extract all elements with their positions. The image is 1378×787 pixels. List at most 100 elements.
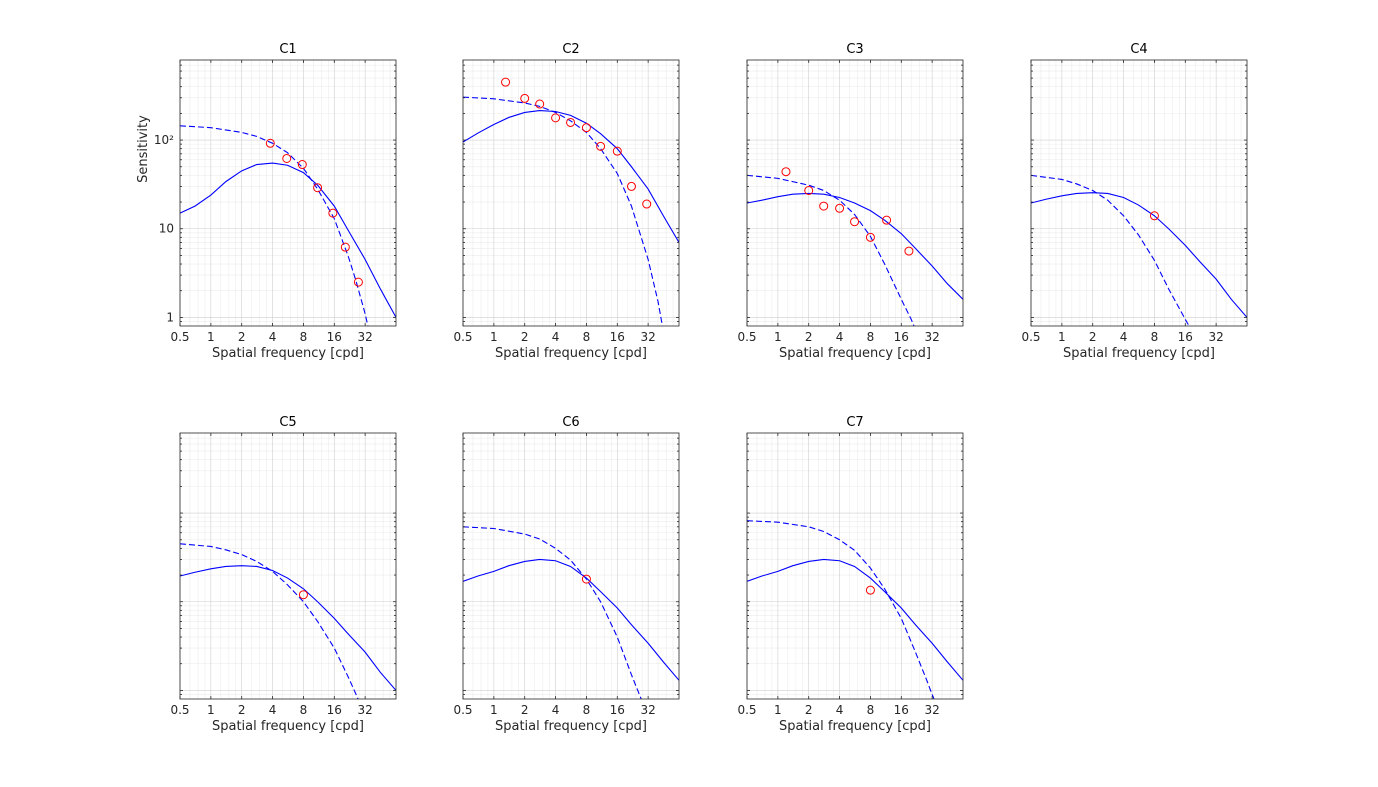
dashed-curve [747, 520, 935, 699]
x-tick-label: 16 [610, 703, 625, 717]
x-tick-label: 2 [238, 703, 246, 717]
plot-content [180, 543, 396, 699]
subplot-title: C6 [562, 415, 579, 430]
data-point [340, 242, 350, 252]
grid [746, 433, 963, 699]
data-point [819, 201, 829, 211]
plot-area [1031, 60, 1247, 326]
axes-box [179, 59, 397, 327]
data-point [566, 117, 576, 127]
x-tick-label: 8 [583, 703, 591, 717]
x-axis-label: Spatial frequency [cpd] [779, 719, 931, 734]
x-axis-label: Spatial frequency [cpd] [495, 346, 647, 361]
data-point [520, 93, 530, 103]
axes-box [1030, 59, 1248, 327]
data-point [596, 141, 606, 151]
ticks [462, 60, 679, 326]
data-point [353, 277, 363, 287]
solid-curve [463, 110, 679, 243]
data-point [313, 183, 323, 193]
subplot-title: C1 [279, 42, 296, 57]
x-tick-label: 8 [867, 703, 875, 717]
data-point [1149, 211, 1159, 221]
plot-area [463, 60, 679, 326]
x-tick-label: 8 [583, 330, 591, 344]
x-tick-label: 32 [925, 703, 940, 717]
data-point [804, 185, 814, 195]
data-point [612, 146, 622, 156]
subplot-c4: 0.5 1 2 4 8 16 32 Spatial frequency [cpd] C4 [1021, 42, 1248, 361]
data-point [297, 160, 307, 170]
x-tick-label: 4 [269, 330, 277, 344]
data-point [626, 181, 636, 191]
x-tick-label: 0.5 [170, 330, 189, 344]
plot-content [180, 125, 396, 326]
plot-area [747, 433, 963, 699]
x-tick-label: 1 [207, 330, 215, 344]
x-tick-label: 16 [1178, 330, 1193, 344]
ticks [746, 433, 963, 699]
axes-box [462, 59, 680, 327]
x-tick-label: 8 [300, 330, 308, 344]
x-tick-label: 4 [269, 703, 277, 717]
dashed-curve [747, 174, 915, 326]
data-point [265, 138, 275, 148]
plot-content [747, 167, 963, 326]
solid-curve [747, 558, 963, 681]
x-tick-label: 0.5 [453, 703, 472, 717]
x-tick-label: 8 [867, 330, 875, 344]
ticks [179, 433, 396, 699]
x-tick-label: 16 [894, 703, 909, 717]
x-tick-label: 2 [805, 703, 813, 717]
data-point [781, 167, 791, 177]
plot-area [180, 433, 396, 699]
solid-curve [180, 162, 396, 318]
grid [462, 433, 679, 699]
grid [746, 60, 963, 326]
data-point [882, 215, 892, 225]
x-tick-label: 32 [925, 330, 940, 344]
plot-area [180, 60, 396, 326]
x-tick-label: 1 [490, 703, 498, 717]
dashed-curve [463, 526, 642, 699]
x-tick-label: 32 [641, 330, 656, 344]
subplot-title: C2 [562, 42, 579, 57]
x-tick-label: 4 [836, 330, 844, 344]
x-tick-label: 16 [894, 330, 909, 344]
x-axis-label: Spatial frequency [cpd] [212, 346, 364, 361]
data-point [904, 246, 914, 256]
x-axis-label: Spatial frequency [cpd] [779, 346, 931, 361]
subplot-title: C5 [279, 415, 296, 430]
solid-curve [463, 558, 679, 681]
data-point [328, 208, 338, 218]
data-point [835, 203, 845, 213]
x-axis-label: Spatial frequency [cpd] [1063, 346, 1215, 361]
grid [179, 60, 396, 326]
dashed-curve [180, 543, 359, 699]
x-tick-label: 8 [1151, 330, 1159, 344]
x-tick-label: 4 [836, 703, 844, 717]
subplot-c3: 0.5 1 2 4 8 16 32 Spatial frequency [cpd] C3 [737, 42, 964, 361]
plot-content [1031, 174, 1247, 326]
data-point [865, 585, 875, 595]
x-tick-label: 2 [521, 330, 529, 344]
ticks [462, 433, 679, 699]
subplot-c6: 0.5 1 2 4 8 16 32 Spatial frequency [cpd] C6 [453, 415, 680, 734]
dashed-curve [463, 96, 663, 326]
x-tick-label: 16 [327, 703, 342, 717]
data-point [551, 113, 561, 123]
y-axis-label: Sensitivity [136, 115, 151, 183]
x-axis-label: Spatial frequency [cpd] [495, 719, 647, 734]
x-tick-label: 16 [610, 330, 625, 344]
plot-content [463, 526, 679, 699]
x-tick-label: 0.5 [453, 330, 472, 344]
y-tick-label: 1 [166, 310, 174, 324]
y-tick-label: 10 [159, 222, 174, 236]
axes-box [179, 432, 397, 700]
plot-area [463, 433, 679, 699]
subplot-c7: 0.5 1 2 4 8 16 32 Spatial frequency [cpd] C7 [737, 415, 964, 734]
x-tick-label: 2 [521, 703, 529, 717]
x-tick-label: 4 [552, 703, 560, 717]
subplot-c5: 0.5 1 2 4 8 16 32 Spatial frequency [cpd] C5 [170, 415, 397, 734]
